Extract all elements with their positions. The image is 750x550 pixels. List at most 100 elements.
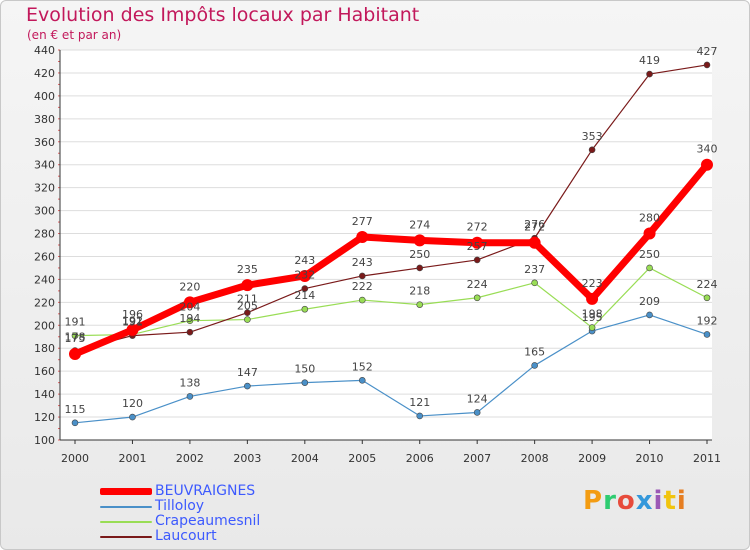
data-point xyxy=(71,332,79,339)
data-point xyxy=(701,158,713,171)
data-point xyxy=(358,377,366,384)
data-label: 224 xyxy=(697,278,718,291)
data-point xyxy=(186,328,194,336)
y-tick-label: 340 xyxy=(34,159,55,172)
y-tick-label: 320 xyxy=(34,182,55,195)
data-point xyxy=(186,393,194,400)
x-tick-label: 2001 xyxy=(118,452,146,465)
data-point xyxy=(358,272,366,280)
data-point xyxy=(471,236,484,249)
y-tick-label: 280 xyxy=(34,228,55,241)
y-tick-label: 180 xyxy=(34,342,55,355)
x-tick-label: 2011 xyxy=(693,452,721,465)
legend-label: Crapeaumesnil xyxy=(155,513,261,529)
series-layer xyxy=(69,61,713,427)
data-label: 147 xyxy=(237,366,258,379)
data-point xyxy=(244,309,251,316)
logo-letter: t xyxy=(663,486,677,516)
data-point xyxy=(416,264,424,272)
data-point xyxy=(301,305,309,313)
plot-area xyxy=(60,50,712,440)
data-label: 192 xyxy=(697,314,718,327)
data-label: 211 xyxy=(237,293,258,306)
data-label: 272 xyxy=(467,221,488,234)
data-point xyxy=(643,227,656,240)
x-tick-label: 2007 xyxy=(463,452,491,465)
data-point xyxy=(126,323,139,336)
data-label: 192 xyxy=(122,314,143,327)
y-tick-label: 420 xyxy=(34,67,55,80)
y-tick-label: 400 xyxy=(34,90,55,103)
x-tick-label: 2002 xyxy=(176,452,204,465)
data-point xyxy=(356,230,369,243)
data-point xyxy=(473,409,481,416)
legend-item: Laucourt xyxy=(100,529,360,544)
x-tick-label: 2003 xyxy=(233,452,261,465)
proxiti-logo: Proxiti xyxy=(583,486,687,516)
data-point xyxy=(69,347,81,360)
x-tick-label: 2010 xyxy=(636,452,664,465)
data-label: 243 xyxy=(352,256,373,269)
data-point xyxy=(129,413,136,421)
data-point xyxy=(473,294,481,302)
data-point xyxy=(703,294,711,302)
y-tick-label: 220 xyxy=(34,296,55,309)
legend-swatch xyxy=(100,536,152,538)
data-point xyxy=(416,301,424,308)
data-label: 419 xyxy=(639,54,660,67)
legend-label: Tilloloy xyxy=(155,498,205,514)
data-label: 204 xyxy=(179,301,200,314)
y-tick-label: 380 xyxy=(34,113,55,126)
grid-layer xyxy=(60,49,712,441)
data-label: 232 xyxy=(294,269,315,282)
series-line-laucourt xyxy=(74,64,708,352)
data-label: 250 xyxy=(639,248,660,261)
data-label: 138 xyxy=(179,376,200,389)
series-line-beuvraignes xyxy=(71,161,711,358)
x-tick-label: 2005 xyxy=(348,452,376,465)
logo-letter: r xyxy=(603,486,617,516)
data-point xyxy=(588,324,596,331)
x-tick-label: 2000 xyxy=(61,452,89,465)
data-label: 191 xyxy=(65,316,86,329)
y-tick-label: 240 xyxy=(34,273,55,286)
y-tick-label: 440 xyxy=(34,44,55,57)
logo-letter: i xyxy=(653,486,664,516)
y-tick-label: 360 xyxy=(34,136,55,149)
data-label: 340 xyxy=(697,143,718,156)
data-point xyxy=(183,296,196,309)
x-tick-label: 2004 xyxy=(291,452,319,465)
data-label: 194 xyxy=(179,312,200,325)
x-tick-label: 2008 xyxy=(521,452,549,465)
data-label: 209 xyxy=(639,295,660,308)
data-label: 427 xyxy=(697,45,718,58)
data-label: 198 xyxy=(582,308,603,321)
data-point xyxy=(186,317,194,325)
data-label: 274 xyxy=(409,218,430,231)
data-point xyxy=(528,236,541,249)
legend-label: BEUVRAIGNES xyxy=(155,483,256,499)
series-line-tilloloy xyxy=(74,314,708,424)
data-label: 272 xyxy=(524,221,545,234)
data-label: 243 xyxy=(294,254,315,267)
data-point xyxy=(703,331,711,338)
data-label: 214 xyxy=(294,289,315,302)
data-point xyxy=(703,61,711,69)
data-label: 235 xyxy=(237,263,258,276)
data-label: 280 xyxy=(639,212,660,225)
data-label: 250 xyxy=(409,248,430,261)
data-point xyxy=(646,70,653,78)
data-label: 257 xyxy=(467,240,488,253)
data-point xyxy=(531,279,538,287)
legend-label: Laucourt xyxy=(155,528,217,544)
data-point xyxy=(301,379,309,386)
data-label: 224 xyxy=(467,278,488,291)
data-label: 150 xyxy=(294,363,315,376)
data-label: 218 xyxy=(409,285,430,298)
data-label: 277 xyxy=(352,215,373,228)
data-point xyxy=(588,146,596,154)
data-label: 205 xyxy=(237,300,258,313)
logo-letter: o xyxy=(616,486,636,516)
data-point xyxy=(646,264,653,272)
data-label: 124 xyxy=(467,392,488,405)
